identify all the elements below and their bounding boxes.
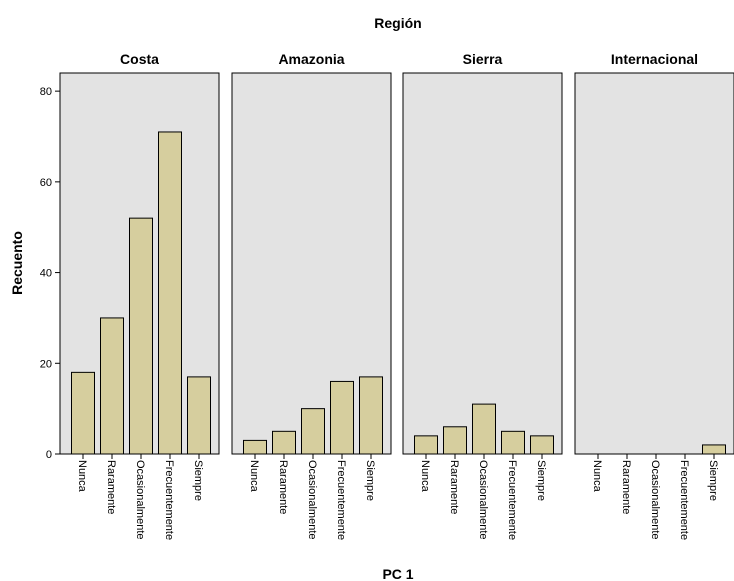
x-tick-label: Raramente [105,460,117,514]
x-tick-label: Nunca [248,460,260,493]
x-tick-label: Ocasionalmente [649,460,661,540]
facet-panels: Costa Nunca Raramente Ocasionalmente Frecuen… [59,51,734,540]
bar [158,131,182,455]
x-tick-label: Frecuentemente [163,460,175,540]
bar [129,217,153,455]
bar [702,444,726,455]
x-tick-label: Nunca [76,460,88,493]
y-axis-label: Recuento [9,231,25,295]
x-tick-label: Ocasionalmente [477,460,489,540]
bar [301,408,325,455]
x-tick-label: Frecuentemente [506,460,518,540]
x-tick-label: Frecuentemente [678,460,690,540]
x-tick-label: Frecuentemente [335,460,347,540]
panel-title: Amazonia [278,51,344,67]
y-tick-label: 60 [40,177,52,189]
x-tick-label: Raramente [448,460,460,514]
x-tick-label: Siempre [192,460,204,501]
facet-panel: Sierra Nunca Raramente Ocasionalmente Frecue… [402,51,563,540]
y-axis: 0 20 40 60 80 [40,73,61,461]
bar [472,403,496,455]
bar [187,376,211,455]
bar [501,430,525,455]
bar [243,439,267,455]
bar [71,371,95,455]
x-axis-label: PC 1 [382,566,413,581]
bar [443,426,467,455]
x-tick-label: Ocasionalmente [134,460,146,540]
y-tick-label: 80 [40,86,52,98]
x-tick-label: Raramente [620,460,632,514]
x-tick-label: Nunca [591,460,603,493]
panel-title: Internacional [611,51,698,67]
y-tick-label: 20 [40,358,52,370]
x-tick-label: Siempre [707,460,719,501]
x-tick-label: Ocasionalmente [306,460,318,540]
y-tick-label: 0 [46,449,52,461]
facet-panel: Costa Nunca Raramente Ocasionalmente Frecuen… [59,51,220,540]
x-tick-label: Siempre [364,460,376,501]
facet-panel: Amazonia Nunca Raramente Ocasionalmente Frec… [231,51,392,540]
bar [100,317,124,455]
x-tick-label: Siempre [535,460,547,501]
panel-title: Sierra [463,51,503,67]
panel-background [402,72,563,455]
bar [330,380,354,455]
y-tick-label: 40 [40,268,52,280]
bar [272,430,296,455]
facet-panel: Internacional Nunca Raramente Ocasionalment… [574,51,734,540]
bar [414,435,438,455]
facet-variable-title: Región [374,15,421,31]
bar [359,376,383,455]
x-tick-label: Raramente [277,460,289,514]
x-tick-label: Nunca [419,460,431,493]
bar [530,435,554,455]
panel-background [574,72,734,455]
panel-title: Costa [120,51,159,67]
